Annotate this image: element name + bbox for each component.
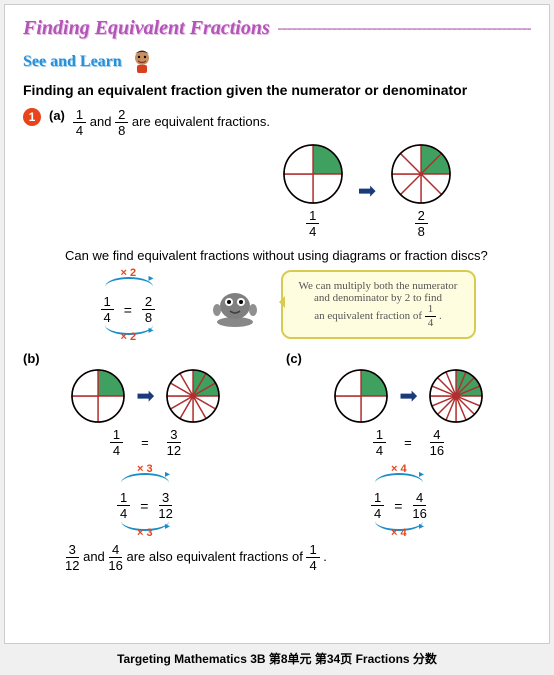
kid-icon (128, 48, 156, 76)
title-row: Finding Equivalent Fractions (23, 17, 531, 40)
part-c: (c) ➡ 14 = 416 (286, 351, 531, 457)
pie-1-4-group: 14 (282, 143, 344, 238)
bullet-number: 1 (23, 108, 41, 126)
part-b-label: (b) (23, 351, 40, 366)
fraction-1-4: 14 (73, 108, 86, 137)
subtitle: Finding an equivalent fraction given the… (23, 82, 531, 98)
arrow-icon: ➡ (399, 383, 417, 409)
question-text: Can we find equivalent fractions without… (65, 248, 531, 263)
pie-c-left (333, 368, 389, 424)
pie-2-8 (390, 143, 452, 205)
see-and-learn: See and Learn (23, 48, 531, 76)
part-c-pies: ➡ (286, 368, 531, 424)
see-learn-label: See and Learn (23, 53, 122, 71)
pie-c-right (428, 368, 484, 424)
mult-diagram-c: × 4 ▸ 14 = 416 ▸ × 4 (349, 465, 459, 535)
parts-bc-row: (b) ➡ 14 = 312 (c) ➡ 14 = 416 (23, 351, 531, 457)
part-b-eq: 14 = 312 (23, 428, 268, 457)
part-c-label: (c) (286, 351, 302, 366)
pie-1-4 (282, 143, 344, 205)
part-a-pies: 14 ➡ 28 (203, 143, 531, 238)
arrow-icon: ➡ (136, 383, 154, 409)
part-b-pies: ➡ (23, 368, 268, 424)
pie-1-4-label: 14 (306, 209, 319, 238)
mult-bot-label: × 2 (121, 331, 137, 343)
part-a-text: 14 and 28 are equivalent fractions. (73, 108, 270, 137)
page-title: Finding Equivalent Fractions (23, 17, 270, 40)
speech-bubble: We can multiply both the numerator and d… (281, 270, 476, 339)
page: Finding Equivalent Fractions See and Lea… (4, 4, 550, 644)
mult-row-a: × 2 ▸ 14 = 28 ▸ × 2 We can multiply both… (23, 269, 531, 339)
final-statement: 312 and 416 are also equivalent fraction… (65, 543, 531, 572)
part-b: (b) ➡ 14 = 312 (23, 351, 268, 457)
title-divider (278, 28, 531, 30)
part-a-label: (a) (49, 108, 65, 123)
pie-2-8-label: 28 (415, 209, 428, 238)
pie-b-right (165, 368, 221, 424)
mult-diagram-b: × 3 ▸ 14 = 312 ▸ × 3 (95, 465, 205, 535)
fraction-2-8: 28 (115, 108, 128, 137)
part-a-row: 1 (a) 14 and 28 are equivalent fractions… (23, 108, 531, 137)
mult-diagram-a: × 2 ▸ 14 = 28 ▸ × 2 (79, 269, 189, 339)
mults-bc-row: × 3 ▸ 14 = 312 ▸ × 3 × 4 ▸ 14 = 416 ▸ × … (23, 465, 531, 535)
pie-2-8-group: 28 (390, 143, 452, 238)
footer-caption: Targeting Mathematics 3B 第8单元 第34页 Fract… (4, 650, 550, 667)
part-c-eq: 14 = 416 (286, 428, 531, 457)
pie-b-left (70, 368, 126, 424)
arrow-icon: ➡ (358, 178, 376, 204)
robot-icon (207, 276, 263, 332)
